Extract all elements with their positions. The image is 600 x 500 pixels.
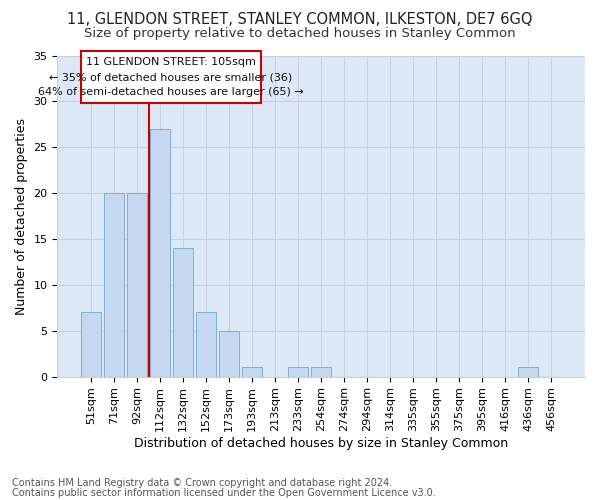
Bar: [173, 248, 193, 376]
Text: 11 GLENDON STREET: 105sqm
← 35% of detached houses are smaller (36)
64% of semi-: 11 GLENDON STREET: 105sqm ← 35% of detac…: [38, 58, 304, 97]
Bar: [289, 368, 308, 376]
Text: Size of property relative to detached houses in Stanley Common: Size of property relative to detached ho…: [84, 28, 516, 40]
Bar: [82, 312, 101, 376]
Text: Contains public sector information licensed under the Open Government Licence v3: Contains public sector information licen…: [12, 488, 436, 498]
Text: 11, GLENDON STREET, STANLEY COMMON, ILKESTON, DE7 6GQ: 11, GLENDON STREET, STANLEY COMMON, ILKE…: [67, 12, 533, 28]
X-axis label: Distribution of detached houses by size in Stanley Common: Distribution of detached houses by size …: [134, 437, 508, 450]
Bar: [242, 368, 262, 376]
Bar: [311, 368, 331, 376]
Y-axis label: Number of detached properties: Number of detached properties: [15, 118, 28, 314]
Text: Contains HM Land Registry data © Crown copyright and database right 2024.: Contains HM Land Registry data © Crown c…: [12, 478, 392, 488]
Bar: [518, 368, 538, 376]
Bar: [220, 330, 239, 376]
FancyBboxPatch shape: [81, 51, 262, 103]
Bar: [127, 193, 147, 376]
Bar: [104, 193, 124, 376]
Bar: [151, 129, 170, 376]
Bar: [196, 312, 216, 376]
